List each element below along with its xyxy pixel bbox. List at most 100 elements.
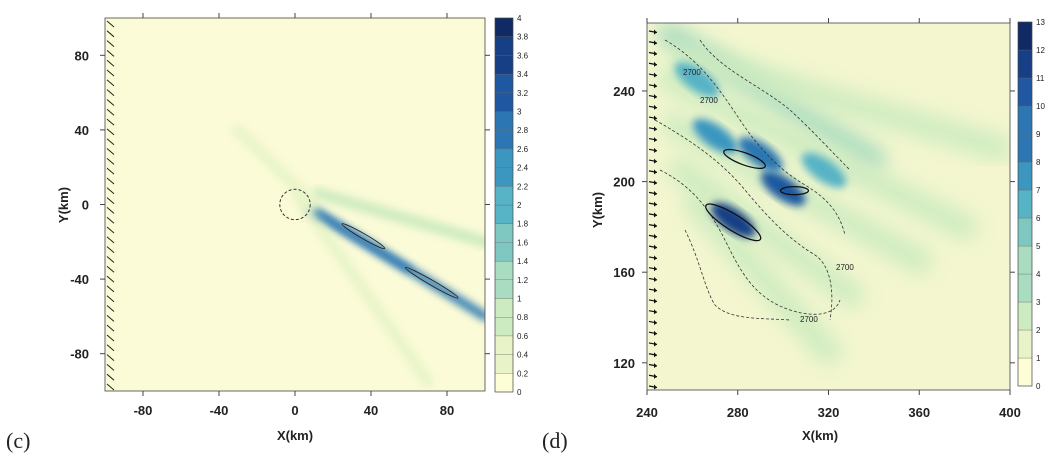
colorbar-swatch	[494, 317, 514, 337]
inflow-arrow-head	[654, 61, 657, 67]
contour-line	[341, 223, 386, 250]
inflow-arrow	[106, 177, 115, 185]
colorbar-label: 11	[1036, 74, 1045, 83]
max-contour	[705, 203, 762, 242]
colorbar-label: 1.2	[517, 276, 529, 285]
inflow-arrow	[106, 265, 115, 273]
inflow-arrow-head	[654, 51, 657, 57]
inflow-arrow-head	[654, 180, 657, 186]
inflow-arrow	[106, 50, 115, 57]
colorbar-label: 3.8	[517, 33, 529, 42]
y-axis-label-c: Y(km)	[56, 187, 71, 223]
panel-label-c: (c)	[6, 428, 30, 453]
hotspot	[738, 136, 783, 172]
colorbar-c: 0 0.2 0.4 0.6 0.8 1 1.2 1.4 1.6 1.8 2 2.2 2.4 2.6 2.8 3…	[494, 14, 529, 397]
terrain-contours-d: 2700 2700 2700 2700	[654, 39, 854, 324]
inflow-arrow	[106, 148, 115, 155]
colorbar-swatch	[1017, 329, 1033, 359]
island-circle	[279, 188, 311, 221]
terrain-contour-label: 2700	[683, 68, 701, 77]
terrain-contour-label: 2700	[836, 263, 854, 272]
colorbar-label: 3	[1036, 298, 1041, 307]
y-ticks-d: 120 160 200 240	[613, 84, 1015, 371]
max-contour	[723, 148, 766, 169]
inflow-arrow-head	[654, 276, 657, 282]
inflow-arrow	[106, 138, 115, 146]
inflow-arrow	[106, 256, 115, 263]
inflow-arrow-head	[654, 104, 657, 110]
wake-band	[232, 123, 320, 211]
colorbar-swatch	[494, 354, 514, 374]
colorbar-swatch	[1017, 301, 1033, 331]
wave-streak	[674, 43, 1010, 161]
inflow-arrow	[106, 344, 115, 352]
colorbar-label: 9	[1036, 130, 1041, 139]
y-tick-label: 120	[613, 356, 635, 371]
inflow-arrow-head	[654, 373, 657, 379]
colorbar-swatch	[1017, 161, 1033, 191]
inflow-arrow	[106, 354, 115, 361]
wave-streak	[683, 191, 842, 365]
colorbar-label: 0	[517, 388, 522, 397]
x-tick-label: 400	[999, 405, 1021, 420]
inflow-arrow	[106, 246, 115, 254]
inflow-arrow-head	[654, 190, 657, 196]
inflow-arrow-head	[654, 115, 657, 121]
x-tick-label: 320	[818, 405, 840, 420]
hotspot	[801, 152, 847, 188]
colorbar-swatch	[494, 111, 514, 131]
inflow-arrow	[106, 236, 115, 244]
wave-streak	[656, 66, 978, 240]
colorbar-label: 1.8	[517, 220, 529, 229]
colorbar-swatch	[494, 279, 514, 299]
inflow-arrow	[106, 20, 115, 28]
inflow-arrow	[106, 216, 115, 224]
inflow-arrow-head	[654, 319, 657, 325]
colorbar-swatch	[1017, 217, 1033, 247]
colorbar-label: 1	[1036, 354, 1041, 363]
inflow-arrow	[106, 187, 115, 195]
y-axis-label-d: Y(km)	[590, 192, 605, 228]
colorbar-swatch	[494, 223, 514, 243]
colorbar-swatch	[494, 186, 514, 206]
colorbar-label: 8	[1036, 158, 1041, 167]
max-contour	[779, 185, 810, 196]
y-tick-label: 80	[75, 48, 89, 63]
inflow-arrow-head	[654, 137, 657, 143]
inflow-arrow-head	[654, 223, 657, 229]
colorbar-label: 3.4	[517, 70, 529, 79]
inflow-arrow	[106, 79, 115, 87]
inflow-arrow	[106, 108, 115, 116]
inflow-arrow	[106, 314, 115, 322]
colorbar-label: 2.6	[517, 145, 529, 154]
x-ticks-c: -80 -40 0 40 80	[134, 13, 454, 418]
x-ticks-d: 240 280 320 360 400	[636, 18, 1021, 420]
inflow-arrow-head	[654, 201, 657, 207]
y-tick-label: 0	[82, 198, 89, 213]
inflow-arrow-head	[654, 94, 657, 100]
terrain-contour	[684, 229, 791, 321]
colorbar-label: 5	[1036, 242, 1041, 251]
colorbar-swatch	[494, 148, 514, 168]
inflow-arrow	[106, 373, 115, 381]
inflow-arrow	[106, 197, 115, 204]
inflow-arrow	[106, 128, 115, 136]
wake-band	[292, 191, 434, 388]
colorbar-swatch	[494, 242, 514, 262]
inflow-arrow	[106, 207, 115, 214]
colorbar-label: 3.6	[517, 51, 529, 60]
inflow-arrow-head	[654, 298, 657, 304]
colorbar-label: 0.8	[517, 313, 529, 322]
colorbar-label: 6	[1036, 214, 1041, 223]
inflow-arrow	[106, 157, 115, 165]
y-tick-label: -40	[70, 272, 89, 287]
wave-streak	[668, 157, 865, 308]
inflow-arrow-head	[654, 341, 657, 347]
inflow-arrow	[106, 226, 115, 234]
colorbar-label: 2	[517, 201, 522, 210]
colorbar-label: 4	[517, 14, 522, 23]
inflow-arrow-head	[654, 158, 657, 164]
inflow-arrow	[106, 118, 115, 126]
inflow-arrow-head	[654, 83, 657, 89]
field-c	[232, 123, 485, 388]
